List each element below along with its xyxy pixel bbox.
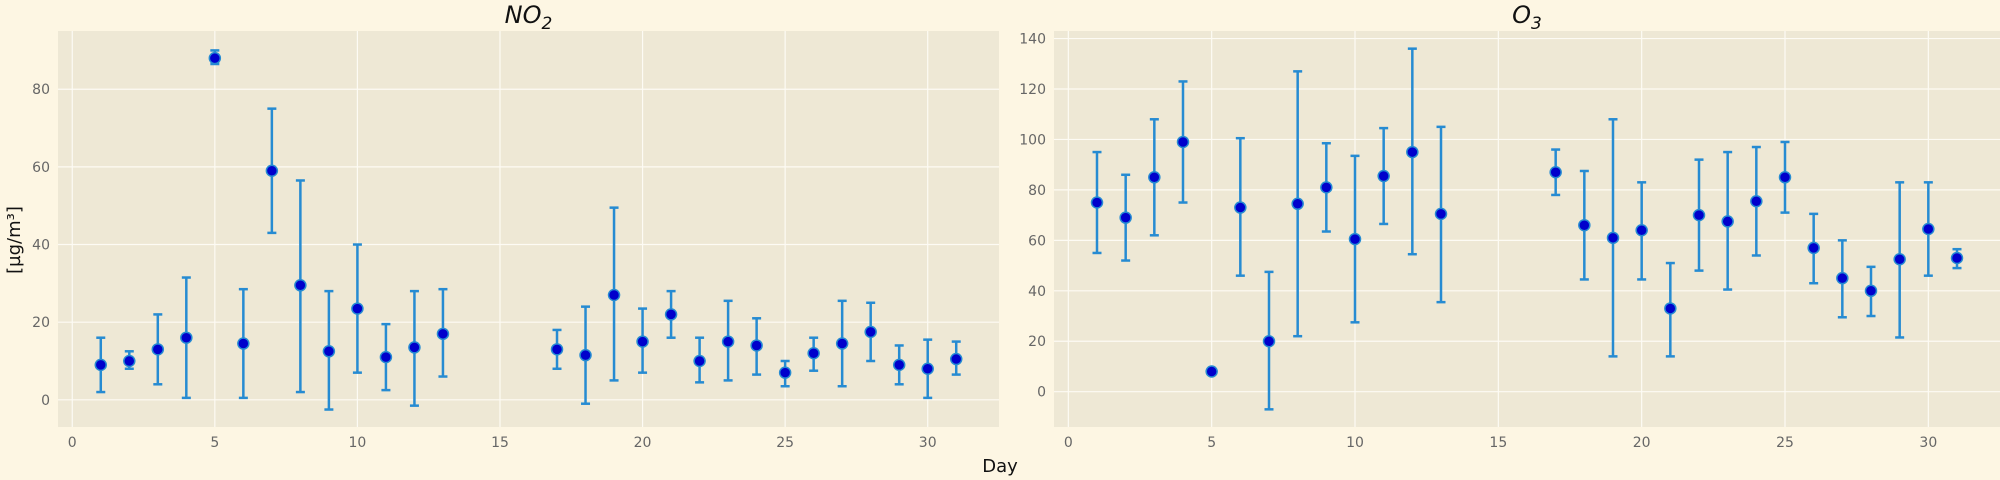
x-tick-label: 20 bbox=[1633, 435, 1651, 451]
x-tick-label: 30 bbox=[919, 435, 937, 451]
data-point bbox=[1836, 271, 1849, 285]
data-point bbox=[1291, 197, 1304, 211]
x-tick-label: 5 bbox=[1207, 435, 1216, 451]
data-point bbox=[379, 350, 393, 364]
x-tick-label: 10 bbox=[348, 435, 366, 451]
data-point bbox=[180, 331, 193, 344]
x-tick-label: 25 bbox=[1776, 435, 1794, 451]
x-tick-label: 5 bbox=[210, 435, 219, 451]
chart-title-base: NO bbox=[505, 1, 542, 29]
no2-panel: 0 5 10 15 20 25 30 0 20 40 60 80 NO2 bbox=[32, 1, 999, 451]
data-point bbox=[237, 337, 250, 350]
y-tick-label: 100 bbox=[1019, 132, 1046, 148]
chart-title-base: O bbox=[1512, 1, 1531, 29]
data-point bbox=[1721, 215, 1734, 228]
data-point bbox=[721, 335, 735, 348]
data-point bbox=[892, 358, 906, 372]
data-point bbox=[294, 279, 307, 292]
data-point bbox=[1606, 231, 1620, 245]
data-point bbox=[1320, 181, 1333, 194]
data-point bbox=[408, 341, 421, 354]
data-point bbox=[1750, 195, 1763, 208]
data-point bbox=[1434, 207, 1448, 221]
data-point bbox=[1664, 302, 1677, 315]
data-point bbox=[1578, 218, 1591, 232]
y-tick-label: 60 bbox=[1028, 233, 1046, 249]
y-tick-label: 140 bbox=[1019, 32, 1046, 48]
data-point bbox=[1234, 201, 1247, 214]
data-point bbox=[1148, 171, 1161, 184]
data-point bbox=[1922, 222, 1935, 236]
data-point bbox=[921, 362, 934, 376]
x-tick-label: 0 bbox=[68, 435, 77, 451]
chart-title-subscript: 2 bbox=[542, 14, 553, 34]
y-axis-label: [µg/m³] bbox=[4, 206, 25, 274]
chart-title: O3 bbox=[1512, 1, 1542, 34]
x-tick-label: 25 bbox=[776, 435, 794, 451]
x-axis-label: Day bbox=[982, 456, 1018, 477]
data-point bbox=[1377, 169, 1390, 183]
data-point bbox=[1549, 165, 1562, 179]
y-tick-label: 80 bbox=[32, 82, 50, 98]
data-point bbox=[778, 366, 792, 379]
data-point bbox=[436, 327, 450, 341]
data-point bbox=[1090, 196, 1104, 209]
data-point bbox=[1807, 241, 1820, 255]
y-tick-label: 20 bbox=[1028, 334, 1046, 350]
y-tick-label: 40 bbox=[1028, 284, 1046, 300]
data-point bbox=[1950, 251, 1964, 265]
data-point bbox=[750, 339, 763, 352]
x-tick-label: 0 bbox=[1064, 435, 1073, 451]
data-point bbox=[123, 354, 136, 368]
y-tick-label: 60 bbox=[32, 160, 50, 176]
data-point bbox=[550, 343, 564, 356]
data-point bbox=[664, 308, 678, 321]
data-point bbox=[807, 346, 820, 360]
y-tick-label: 40 bbox=[32, 238, 50, 254]
data-point bbox=[1176, 135, 1190, 149]
y-tick-label: 0 bbox=[1037, 385, 1046, 401]
data-point bbox=[693, 354, 706, 368]
data-point bbox=[1406, 145, 1419, 159]
y-tick-label: 20 bbox=[32, 315, 50, 331]
data-point bbox=[1262, 334, 1276, 348]
x-tick-label: 30 bbox=[1919, 435, 1937, 451]
x-tick-label: 15 bbox=[491, 435, 509, 451]
data-point bbox=[351, 302, 364, 315]
data-point bbox=[1692, 208, 1706, 222]
y-tick-label: 120 bbox=[1019, 82, 1046, 98]
data-point bbox=[151, 343, 165, 356]
o3-panel: 0 5 10 15 20 25 30 0 20 40 60 80 100 120 140 O3 bbox=[1019, 1, 2000, 451]
plot-area bbox=[58, 31, 999, 427]
data-point bbox=[835, 337, 849, 350]
x-tick-label: 15 bbox=[1489, 435, 1507, 451]
data-point bbox=[607, 288, 621, 302]
data-point bbox=[1864, 284, 1878, 298]
y-tick-label: 0 bbox=[41, 393, 50, 409]
chart-title: NO2 bbox=[505, 1, 553, 34]
x-tick-label: 20 bbox=[634, 435, 652, 451]
data-point bbox=[864, 325, 877, 339]
data-point bbox=[1205, 365, 1218, 378]
x-tick-label: 10 bbox=[1346, 435, 1364, 451]
data-point bbox=[322, 345, 336, 358]
plot-area bbox=[1054, 31, 2000, 427]
data-point bbox=[1119, 211, 1132, 224]
data-point bbox=[1893, 253, 1906, 266]
data-point bbox=[1635, 224, 1648, 237]
y-tick-label: 80 bbox=[1028, 183, 1046, 199]
data-point bbox=[208, 51, 222, 65]
data-point bbox=[265, 164, 279, 178]
data-point bbox=[94, 358, 108, 372]
data-point bbox=[1348, 232, 1362, 246]
data-point bbox=[1778, 171, 1792, 184]
data-point bbox=[949, 352, 963, 366]
data-point bbox=[636, 335, 649, 348]
data-point bbox=[579, 348, 592, 362]
chart-title-subscript: 3 bbox=[1531, 14, 1542, 34]
